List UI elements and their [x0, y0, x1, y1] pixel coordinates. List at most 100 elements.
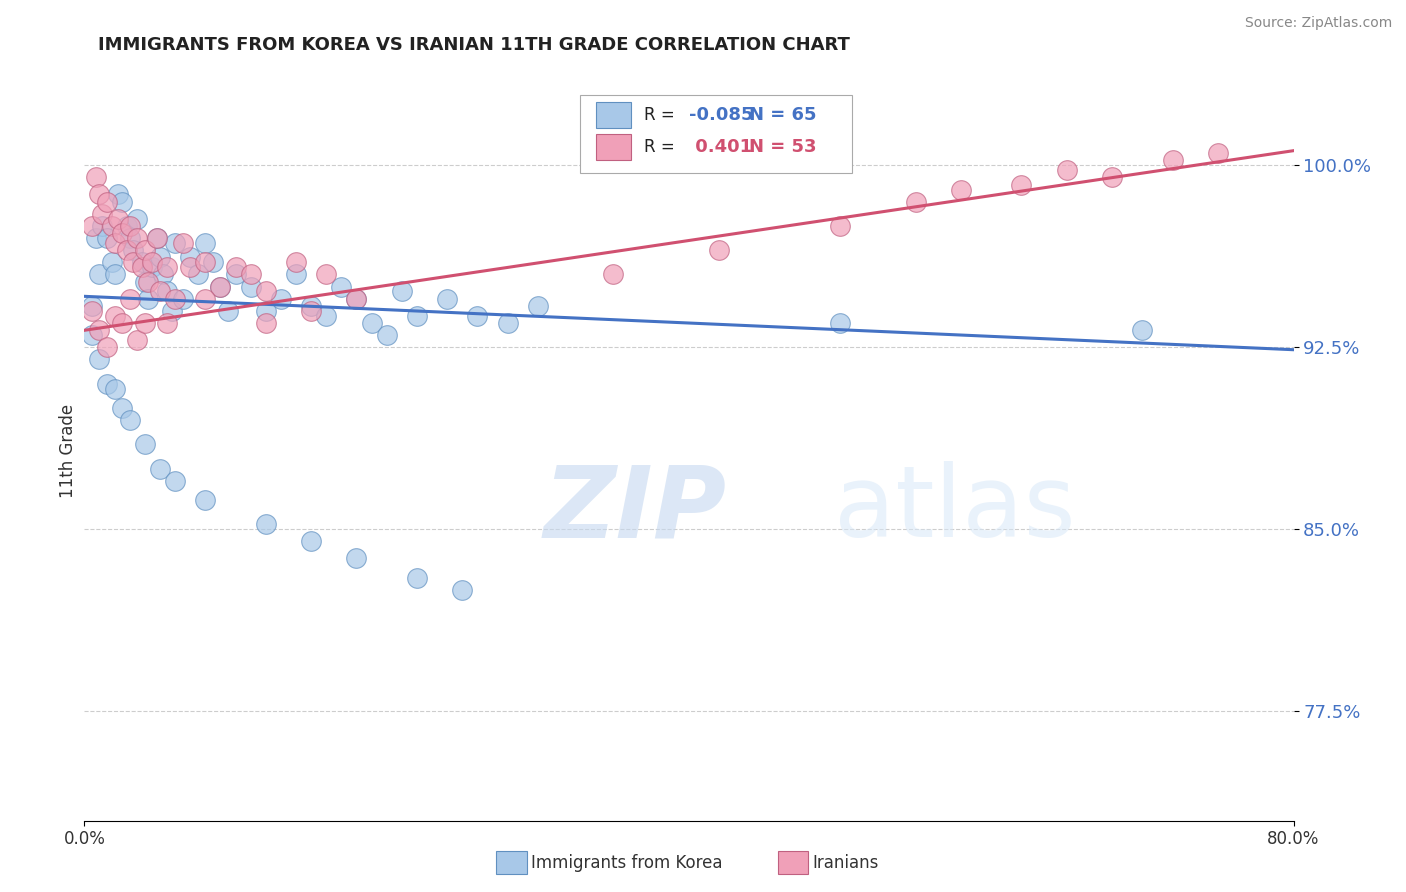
- Point: [104, 309, 127, 323]
- Point: [131, 260, 153, 275]
- Point: [194, 235, 217, 250]
- Point: [89, 187, 111, 202]
- Point: [136, 275, 159, 289]
- Point: [80, 328, 103, 343]
- Point: [346, 292, 368, 306]
- Text: ZIP: ZIP: [544, 461, 727, 558]
- Point: [254, 517, 277, 532]
- Point: [406, 309, 429, 323]
- Point: [127, 333, 149, 347]
- Text: N = 65: N = 65: [749, 106, 817, 124]
- Point: [194, 493, 217, 508]
- Point: [254, 316, 277, 330]
- Point: [315, 268, 337, 282]
- Point: [115, 243, 138, 257]
- Point: [134, 275, 156, 289]
- Point: [527, 299, 550, 313]
- Point: [107, 187, 129, 202]
- FancyBboxPatch shape: [596, 134, 631, 161]
- Point: [406, 571, 429, 585]
- Point: [104, 235, 127, 250]
- Point: [134, 437, 156, 451]
- Point: [107, 211, 129, 226]
- Text: N = 53: N = 53: [749, 138, 817, 156]
- Point: [496, 316, 519, 330]
- Point: [1011, 178, 1033, 192]
- Point: [100, 219, 122, 233]
- Point: [299, 534, 322, 549]
- Point: [194, 255, 217, 269]
- Point: [1130, 323, 1153, 337]
- Point: [1161, 153, 1184, 168]
- Point: [179, 251, 201, 265]
- Point: [111, 401, 134, 415]
- Text: R =: R =: [644, 106, 681, 124]
- Point: [152, 268, 174, 282]
- Point: [141, 255, 163, 269]
- Point: [360, 316, 382, 330]
- Point: [118, 413, 141, 427]
- Point: [80, 219, 103, 233]
- Point: [225, 260, 247, 275]
- Point: [104, 382, 127, 396]
- Point: [146, 231, 169, 245]
- Point: [172, 292, 194, 306]
- Point: [299, 299, 322, 313]
- Point: [96, 340, 118, 354]
- Point: [436, 292, 458, 306]
- Point: [239, 268, 262, 282]
- Point: [1206, 146, 1229, 161]
- Point: [201, 255, 224, 269]
- Point: [217, 304, 239, 318]
- Point: [225, 268, 247, 282]
- Point: [121, 243, 143, 257]
- Point: [91, 219, 114, 233]
- Point: [111, 316, 134, 330]
- Point: [165, 292, 187, 306]
- Point: [134, 243, 156, 257]
- Point: [80, 304, 103, 318]
- Point: [1101, 170, 1123, 185]
- Text: Immigrants from Korea: Immigrants from Korea: [531, 854, 723, 871]
- Point: [89, 268, 111, 282]
- Point: [127, 211, 149, 226]
- Point: [209, 279, 232, 293]
- Point: [156, 316, 179, 330]
- Text: R =: R =: [644, 138, 681, 156]
- Point: [121, 255, 143, 269]
- Point: [315, 309, 337, 323]
- Point: [96, 376, 118, 391]
- Point: [187, 268, 209, 282]
- Point: [111, 226, 134, 240]
- Point: [86, 231, 108, 245]
- Point: [1056, 163, 1078, 178]
- Point: [709, 243, 731, 257]
- Point: [91, 207, 114, 221]
- Point: [179, 260, 201, 275]
- Point: [156, 260, 179, 275]
- Text: Source: ZipAtlas.com: Source: ZipAtlas.com: [1244, 16, 1392, 29]
- Point: [115, 219, 138, 233]
- Text: atlas: atlas: [834, 461, 1076, 558]
- Point: [346, 292, 368, 306]
- Point: [165, 474, 187, 488]
- Point: [149, 285, 172, 299]
- Point: [165, 235, 187, 250]
- Point: [156, 285, 179, 299]
- Point: [254, 285, 277, 299]
- Point: [118, 292, 141, 306]
- Point: [141, 260, 163, 275]
- Point: [330, 279, 353, 293]
- Point: [160, 304, 183, 318]
- Point: [86, 170, 108, 185]
- Point: [346, 551, 368, 566]
- Point: [285, 268, 308, 282]
- Point: [451, 582, 474, 597]
- Point: [146, 231, 169, 245]
- Point: [172, 235, 194, 250]
- FancyBboxPatch shape: [596, 102, 631, 128]
- Point: [830, 219, 852, 233]
- Point: [118, 231, 141, 245]
- Point: [254, 304, 277, 318]
- Point: [118, 219, 141, 233]
